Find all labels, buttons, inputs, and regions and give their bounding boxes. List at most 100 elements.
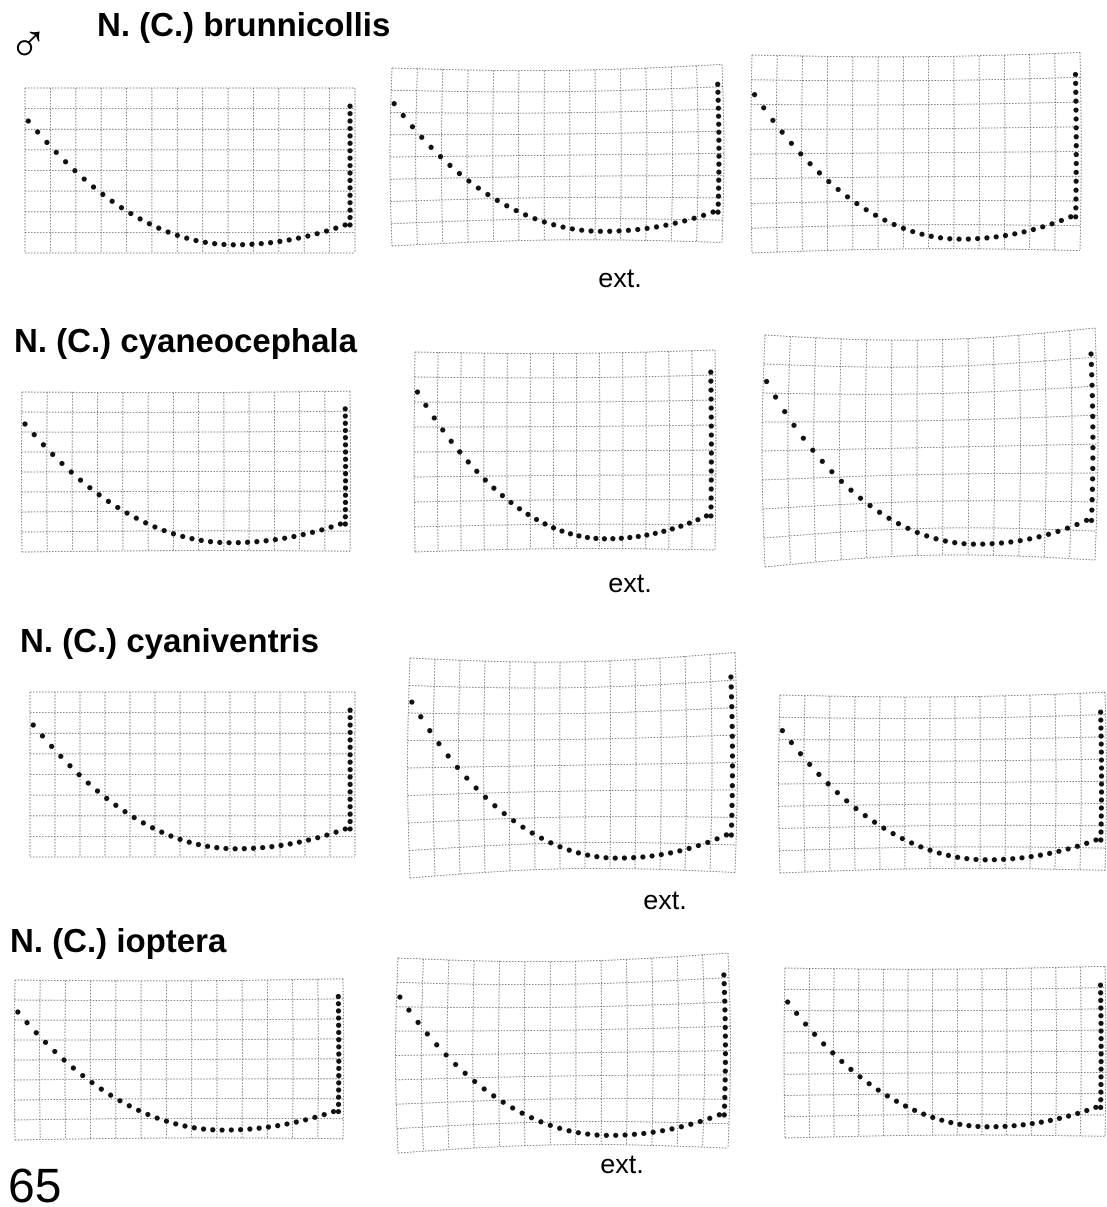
grid-line [390, 108, 724, 114]
landmark [729, 713, 735, 720]
landmark [728, 832, 734, 838]
grid-line [408, 816, 737, 824]
grid-line [1004, 695, 1006, 869]
landmark [721, 981, 727, 987]
landmark [104, 795, 110, 801]
landmark [1089, 382, 1095, 388]
landmark [210, 1127, 216, 1133]
landmark [1028, 854, 1034, 860]
note: ext. [598, 263, 642, 293]
landmark [728, 684, 734, 690]
landmark [1098, 1104, 1104, 1110]
landmark [453, 1061, 459, 1068]
grid-line [865, 339, 867, 559]
landmark [937, 235, 944, 241]
landmark [876, 509, 883, 515]
landmark [966, 1123, 972, 1129]
landmark [1083, 517, 1090, 523]
landmark [691, 215, 697, 221]
landmark [221, 241, 227, 248]
landmark [939, 1117, 945, 1123]
landmark [857, 1074, 863, 1080]
landmark [315, 835, 321, 841]
grid-line [751, 52, 1081, 58]
grid-line [409, 652, 736, 663]
landmark [1098, 1081, 1104, 1088]
landmark [729, 723, 735, 729]
landmark [982, 857, 988, 863]
landmark [1011, 1123, 1017, 1129]
landmark [152, 524, 158, 530]
landmark [1047, 850, 1053, 856]
landmark [22, 421, 28, 427]
landmark [729, 753, 736, 759]
grid-line [13, 979, 16, 1141]
grid-line [761, 443, 1099, 452]
landmark [610, 536, 616, 542]
landmark [342, 826, 348, 832]
landmark [722, 1024, 728, 1030]
landmark [729, 743, 736, 749]
landmark [143, 520, 149, 526]
landmark [708, 450, 714, 456]
landmark [510, 818, 517, 824]
landmark [140, 820, 146, 826]
landmark [474, 468, 480, 474]
landmark [729, 822, 735, 828]
grid-line [778, 824, 1107, 829]
landmark [547, 1122, 553, 1128]
landmark [336, 1044, 342, 1050]
landmark [347, 818, 353, 825]
grid-line [395, 1050, 731, 1056]
landmark [202, 239, 208, 245]
landmark [347, 222, 353, 228]
landmark [677, 848, 683, 854]
landmark [1073, 80, 1079, 86]
landmark [975, 1123, 981, 1130]
grid-line [21, 390, 351, 393]
landmark [415, 1019, 421, 1025]
grid-line [1029, 54, 1031, 250]
landmark [947, 236, 953, 242]
landmark [924, 533, 930, 539]
landmark [219, 1127, 225, 1133]
landmark [500, 1099, 506, 1105]
landmark [625, 227, 631, 233]
landmark [1045, 531, 1052, 537]
deformation-grid [761, 327, 1099, 568]
grid-line [839, 338, 842, 560]
landmark [1073, 107, 1079, 113]
grid-line [415, 68, 418, 245]
landmark [710, 209, 716, 215]
landmark [669, 526, 675, 532]
landmark [1088, 351, 1094, 357]
landmark [1056, 848, 1062, 854]
landmark [728, 674, 734, 680]
grid-line [420, 958, 424, 1152]
grid-line [784, 1113, 1106, 1118]
grid-line [395, 957, 399, 1154]
grid-line [783, 1050, 1107, 1054]
landmark [529, 830, 535, 836]
landmark [347, 133, 353, 139]
landmark [1021, 229, 1027, 235]
landmark [722, 998, 728, 1004]
landmark [862, 813, 868, 819]
sex-symbol: ♂ [8, 14, 49, 74]
grid-line [1055, 967, 1057, 1136]
grid-line [508, 661, 511, 871]
landmark [336, 1022, 342, 1028]
landmark [300, 531, 306, 538]
landmark [1093, 1104, 1099, 1110]
landmark [173, 1121, 179, 1127]
landmark [708, 396, 714, 402]
grid-line [21, 550, 351, 553]
landmark [821, 1041, 827, 1047]
landmark [541, 219, 547, 225]
grid-line [14, 1018, 344, 1021]
landmark [548, 840, 554, 846]
landmark [891, 221, 897, 228]
landmark [550, 525, 557, 531]
landmark [557, 844, 563, 850]
landmark [491, 1093, 497, 1099]
